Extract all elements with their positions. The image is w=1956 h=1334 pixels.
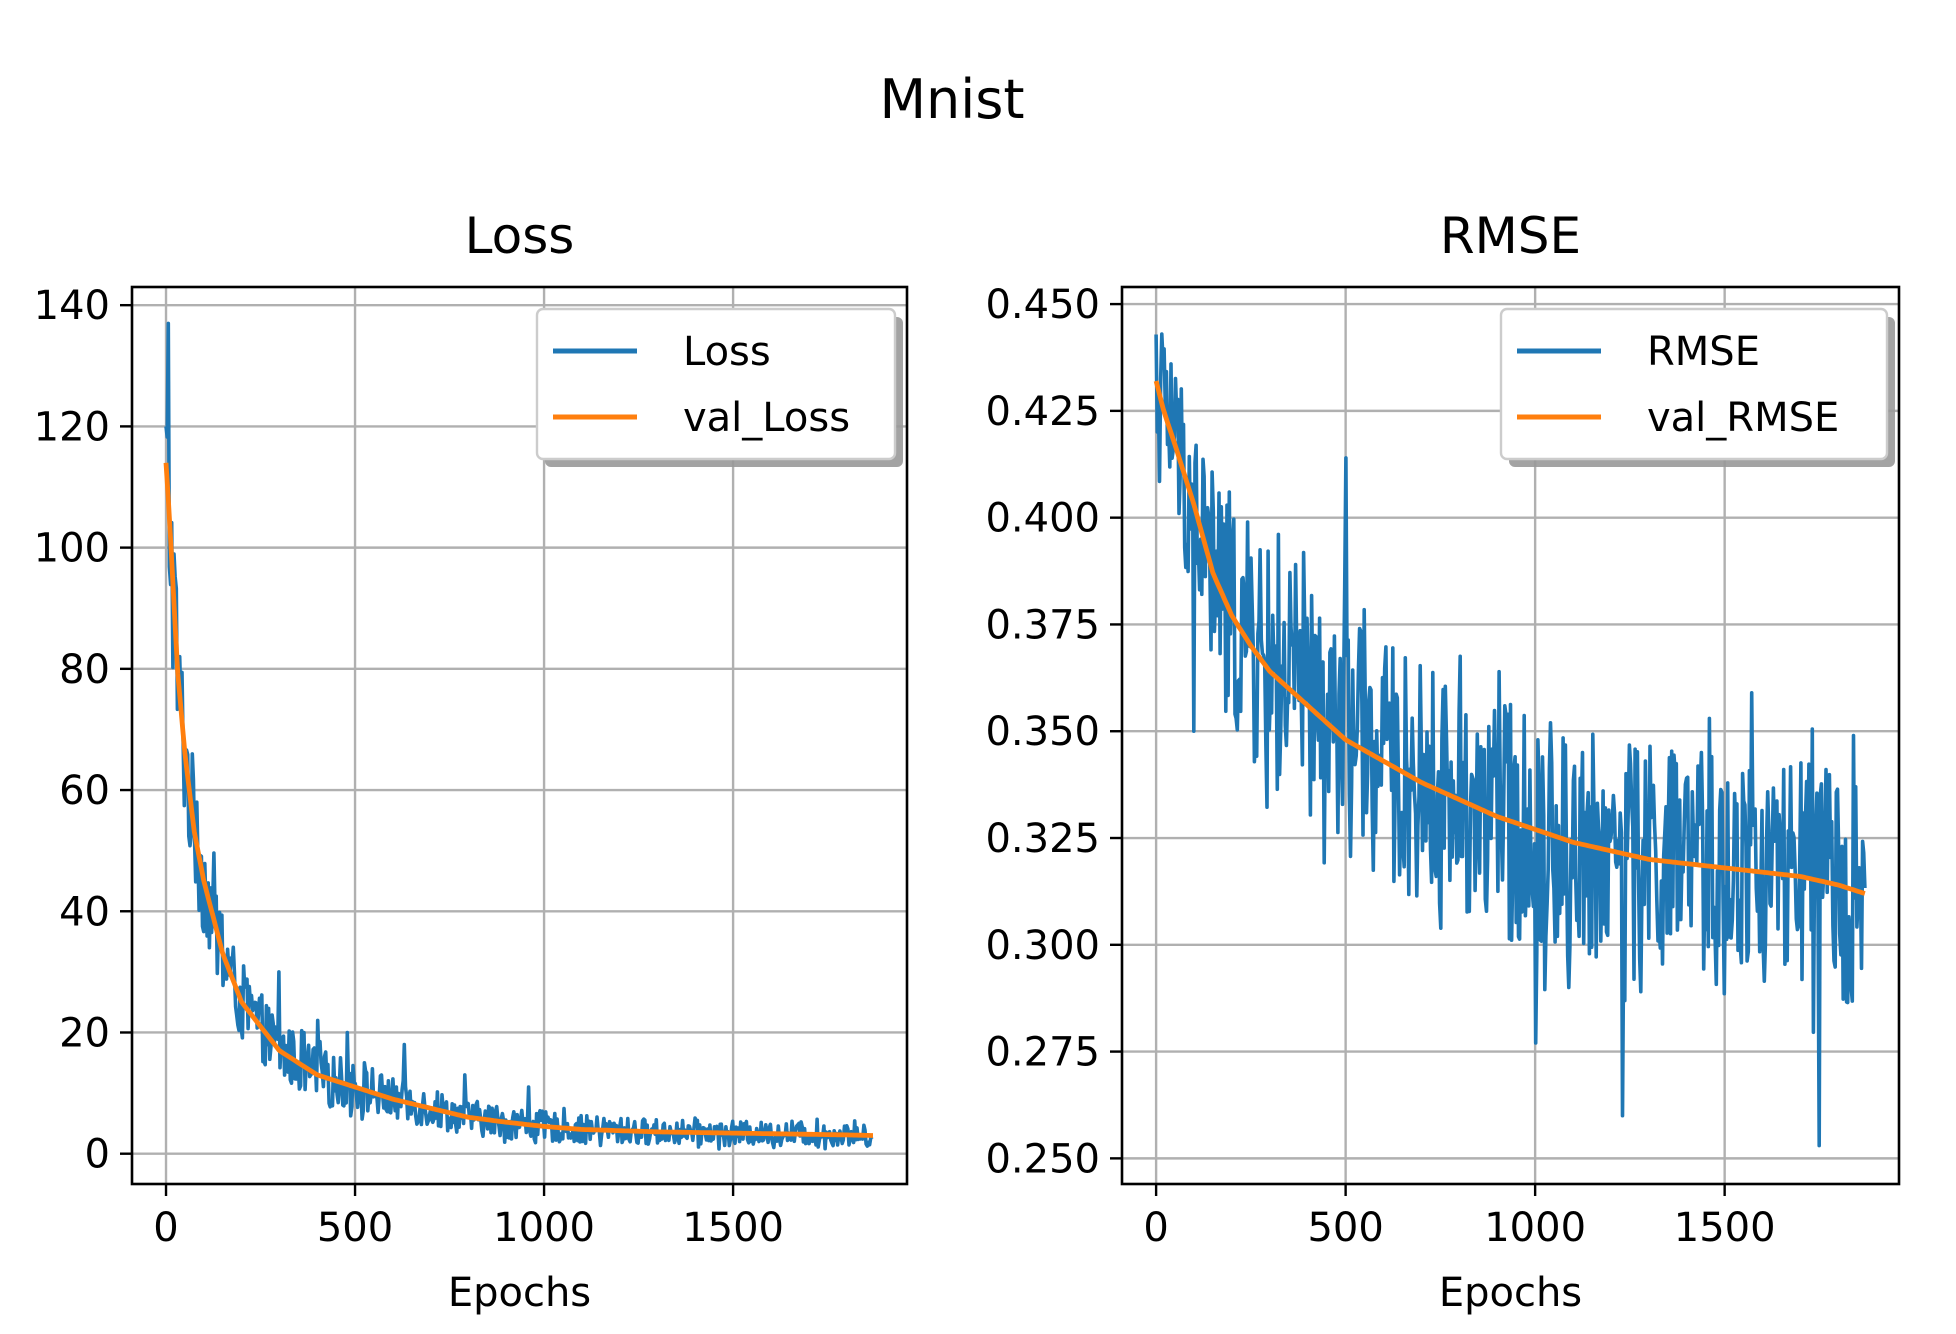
loss-y-tick-label: 140 [34,283,110,329]
rmse-y-tick-label: 0.325 [985,816,1100,862]
loss-x-axis-label: Epochs [448,1270,591,1316]
loss-series-group [163,321,874,1151]
rmse-series-group [1153,332,1867,1148]
loss-axes-frame [130,285,909,1186]
rmse-x-tick-label: 1000 [1484,1205,1586,1251]
rmse-y-tick-label: 0.275 [985,1030,1100,1076]
rmse-x-tick-label: 0 [1143,1205,1168,1251]
loss-y-tick-label: 60 [59,768,110,814]
rmse-legend-label: RMSE [1647,329,1760,375]
figure-title: Mnist [879,68,1024,131]
loss-legend: Loss val_Loss [535,307,903,467]
loss-series-val-loss-line [163,462,873,1138]
loss-y-tick-label: 40 [59,889,110,935]
loss-series-loss-line [164,321,874,1151]
rmse-axes-title: RMSE [1440,207,1581,265]
rmse-chart: RMSE 0 500 1000 1500 0.250 0.275 0.300 0.325 0.35… [985,207,1901,1316]
loss-axes-title: Loss [465,207,575,265]
rmse-x-axis-label: Epochs [1439,1270,1582,1316]
rmse-legend-box [1499,307,1889,461]
loss-y-tick-label: 80 [59,647,110,693]
loss-legend-label: Loss [683,329,771,375]
rmse-y-tick-label: 0.375 [985,602,1100,648]
loss-y-tick-label: 120 [34,404,110,450]
rmse-series-rmse-line [1154,332,1867,1148]
rmse-x-tick-label: 500 [1307,1205,1383,1251]
loss-chart: Loss 0 500 1000 1500 0 20 40 60 80 100 120 140 Epochs… [34,207,909,1316]
rmse-y-tick-label: 0.350 [985,709,1100,755]
loss-legend-box [535,307,897,461]
rmse-series-val-rmse-line [1153,380,1866,896]
rmse-y-tick-label: 0.425 [985,389,1100,435]
rmse-axes-frame [1120,285,1901,1186]
loss-y-tick-label: 100 [34,526,110,572]
loss-x-tick-label: 0 [153,1205,178,1251]
loss-x-tick-label: 500 [317,1205,393,1251]
loss-y-tick-label: 0 [85,1132,110,1178]
rmse-legend: RMSE val_RMSE [1499,307,1895,467]
rmse-y-tick-label: 0.450 [985,282,1100,328]
loss-x-tick-label: 1500 [682,1205,784,1251]
loss-y-tick-label: 20 [59,1010,110,1056]
rmse-y-tick-label: 0.300 [985,923,1100,969]
rmse-y-tick-label: 0.400 [985,496,1100,542]
rmse-y-tick-label: 0.250 [985,1136,1100,1182]
loss-x-tick-label: 1000 [493,1205,595,1251]
rmse-legend-label: val_RMSE [1647,395,1839,441]
loss-legend-label: val_Loss [683,395,850,441]
rmse-x-tick-label: 1500 [1674,1205,1776,1251]
